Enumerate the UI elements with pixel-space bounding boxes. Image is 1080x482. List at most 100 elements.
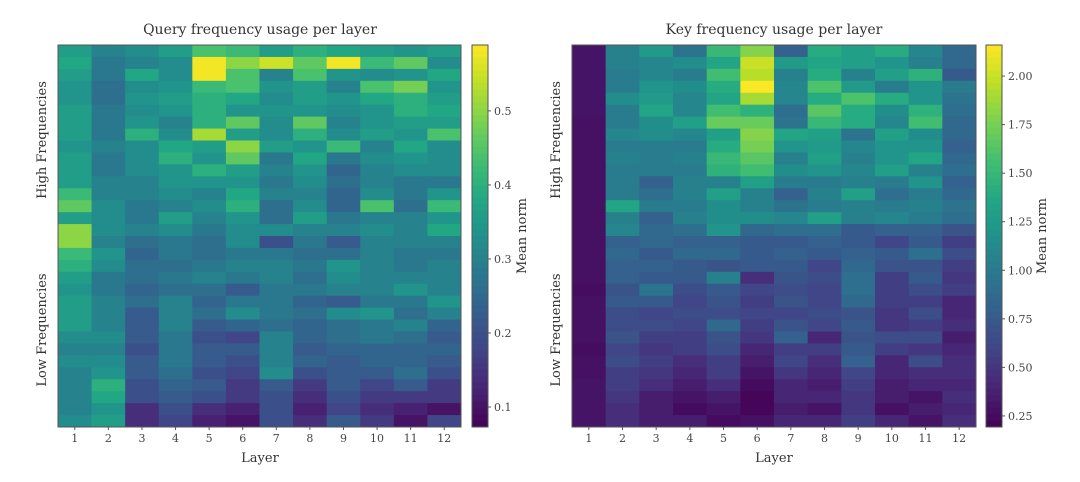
key-colorbar-segment xyxy=(986,57,1002,65)
key-heatmap-cell xyxy=(605,212,640,225)
query-heatmap-cell xyxy=(293,45,328,58)
key-heatmap-cell xyxy=(706,247,741,261)
query-x-tick-label: 1 xyxy=(71,432,78,445)
query-heatmap-cell xyxy=(393,140,428,153)
key-heatmap-cell xyxy=(875,403,910,416)
key-heatmap-cell xyxy=(942,68,977,82)
key-heatmap-cell xyxy=(673,104,708,118)
key-heatmap-cell xyxy=(841,391,876,404)
query-heatmap-cell xyxy=(91,224,126,237)
query-heatmap-cell xyxy=(360,212,395,225)
key-heatmap-cell xyxy=(706,343,741,356)
key-heatmap-cell xyxy=(908,259,943,273)
key-heatmap-cell xyxy=(673,319,708,332)
key-heatmap-cell xyxy=(706,68,741,82)
query-colorbar-segment xyxy=(472,344,488,352)
query-heatmap-cell xyxy=(125,283,160,297)
query-colorbar-segment xyxy=(472,356,488,364)
key-heatmap-cell xyxy=(774,271,809,285)
key-heatmap-cell xyxy=(942,80,977,94)
key-heatmap-cell xyxy=(605,92,640,106)
key-heatmap-cell xyxy=(706,56,741,70)
query-heatmap-cell xyxy=(427,152,462,165)
query-heatmap-cell xyxy=(58,379,93,392)
query-heatmap-cell xyxy=(125,236,160,249)
query-heatmap-cell xyxy=(192,152,227,165)
key-heatmap-cell xyxy=(639,45,674,58)
key-heatmap-cell xyxy=(605,68,640,82)
query-heatmap-cell xyxy=(125,188,160,201)
query-colorbar-segment xyxy=(472,420,488,428)
key-heatmap-cell xyxy=(572,56,607,70)
query-heatmap-cell xyxy=(259,295,294,309)
query-heatmap-cell xyxy=(360,224,395,237)
query-colorbar-segment xyxy=(472,318,488,326)
key-heatmap-cell xyxy=(740,92,775,106)
query-heatmap-cell xyxy=(393,128,428,141)
query-heatmap-cell xyxy=(326,331,361,344)
query-heatmap-cell xyxy=(225,92,260,106)
key-colorbar-segment xyxy=(986,299,1002,307)
key-heatmap-cell xyxy=(774,367,809,380)
query-heatmap-cell xyxy=(427,224,462,237)
key-heatmap-cell xyxy=(572,343,607,356)
key-heatmap-cell xyxy=(908,271,943,285)
query-heatmap-cell xyxy=(91,415,126,428)
query-colorbar-label: Mean norm xyxy=(515,198,530,274)
query-heatmap-cell xyxy=(360,415,395,428)
key-heatmap-cell xyxy=(807,247,842,261)
query-heatmap-cell xyxy=(293,307,328,321)
key-heatmap-cell xyxy=(908,116,943,130)
query-x-tick-label: 3 xyxy=(138,432,145,445)
key-heatmap-cell xyxy=(942,259,977,273)
key-heatmap-cell xyxy=(774,295,809,309)
key-heatmap-cell xyxy=(841,355,876,368)
key-heatmap-cell xyxy=(605,224,640,237)
query-heatmap-cell xyxy=(91,164,126,177)
key-heatmap-cell xyxy=(673,331,708,344)
key-heatmap-cell xyxy=(605,140,640,153)
query-heatmap-cell xyxy=(225,307,260,321)
key-heatmap-cell xyxy=(908,247,943,261)
query-x-tick-label: 11 xyxy=(404,432,418,445)
key-heatmap-cell xyxy=(807,116,842,130)
key-heatmap-cell xyxy=(875,415,910,428)
key-heatmap-cell xyxy=(605,259,640,273)
key-colorbar-segment xyxy=(986,83,1002,91)
key-heatmap-cell xyxy=(807,415,842,428)
query-heatmap-cell xyxy=(125,307,160,321)
query-heatmap-cell xyxy=(326,259,361,273)
query-heatmap-cell xyxy=(360,188,395,201)
query-heatmap-cell xyxy=(225,176,260,189)
key-heatmap-cell xyxy=(774,236,809,249)
query-heatmap-cell xyxy=(360,104,395,118)
query-heatmap-cell xyxy=(360,307,395,321)
key-heatmap-cell xyxy=(908,152,943,165)
key-heatmap-cell xyxy=(875,45,910,58)
key-heatmap-cell xyxy=(740,307,775,321)
query-heatmap-cell xyxy=(58,391,93,404)
key-heatmap-cell xyxy=(673,212,708,225)
query-heatmap-cell xyxy=(225,164,260,177)
key-heatmap-cell xyxy=(841,403,876,416)
query-heatmap-cell xyxy=(259,415,294,428)
query-heatmap-cell xyxy=(91,212,126,225)
query-heatmap-cell xyxy=(427,307,462,321)
key-heatmap-cell xyxy=(740,164,775,177)
query-heatmap-cell xyxy=(326,295,361,309)
key-colorbar-segment xyxy=(986,51,1002,59)
key-heatmap-cell xyxy=(740,116,775,130)
key-heatmap-cell xyxy=(942,200,977,213)
key-heatmap-cell xyxy=(605,164,640,177)
query-heatmap-cell xyxy=(326,152,361,165)
query-heatmap-cell xyxy=(58,200,93,213)
key-heatmap-cell xyxy=(908,224,943,237)
query-heatmap-cell xyxy=(360,283,395,297)
key-heatmap-cell xyxy=(639,140,674,153)
query-heatmap-cell xyxy=(393,45,428,58)
query-heatmap-cell xyxy=(91,56,126,70)
key-colorbar-segment xyxy=(986,210,1002,218)
key-heatmap-cell xyxy=(572,415,607,428)
query-heatmap-cell xyxy=(293,188,328,201)
query-heatmap-cell xyxy=(91,403,126,416)
